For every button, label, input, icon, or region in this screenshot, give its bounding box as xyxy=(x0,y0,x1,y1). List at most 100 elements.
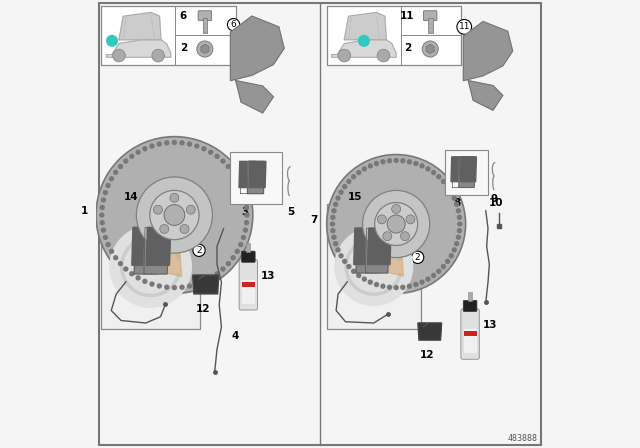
Polygon shape xyxy=(106,40,171,57)
Polygon shape xyxy=(119,13,161,40)
Polygon shape xyxy=(248,161,264,194)
Circle shape xyxy=(406,215,415,224)
Circle shape xyxy=(351,174,356,179)
Circle shape xyxy=(452,247,457,253)
Circle shape xyxy=(113,255,118,260)
Circle shape xyxy=(457,228,462,233)
Text: 14: 14 xyxy=(124,192,138,202)
Circle shape xyxy=(362,166,367,172)
Circle shape xyxy=(342,258,348,264)
Bar xyxy=(326,204,421,329)
Circle shape xyxy=(109,176,114,181)
Circle shape xyxy=(220,266,226,271)
Circle shape xyxy=(457,221,463,227)
Circle shape xyxy=(180,224,189,233)
Circle shape xyxy=(441,179,446,184)
Circle shape xyxy=(346,264,351,269)
Circle shape xyxy=(187,142,192,147)
Circle shape xyxy=(235,176,240,181)
FancyBboxPatch shape xyxy=(198,11,212,21)
Circle shape xyxy=(400,158,406,164)
Circle shape xyxy=(401,232,410,241)
Circle shape xyxy=(335,195,340,201)
Circle shape xyxy=(346,179,351,184)
Circle shape xyxy=(226,164,231,169)
Bar xyxy=(468,293,472,302)
Circle shape xyxy=(449,190,454,195)
Circle shape xyxy=(356,170,362,175)
Circle shape xyxy=(201,146,207,151)
Circle shape xyxy=(358,35,370,47)
Circle shape xyxy=(123,266,129,271)
Text: 13: 13 xyxy=(483,320,497,330)
Circle shape xyxy=(449,253,454,258)
FancyBboxPatch shape xyxy=(463,301,477,311)
FancyBboxPatch shape xyxy=(424,11,437,21)
Circle shape xyxy=(436,269,442,274)
Text: 15: 15 xyxy=(348,192,362,202)
Circle shape xyxy=(100,228,106,233)
Circle shape xyxy=(142,279,148,284)
Circle shape xyxy=(136,150,141,155)
Polygon shape xyxy=(230,16,284,81)
Circle shape xyxy=(445,184,451,190)
Circle shape xyxy=(172,285,177,290)
FancyBboxPatch shape xyxy=(241,251,255,262)
Circle shape xyxy=(208,150,213,155)
Bar xyxy=(463,331,477,336)
Circle shape xyxy=(99,212,104,218)
Circle shape xyxy=(426,166,431,172)
Text: 8: 8 xyxy=(454,198,461,208)
Circle shape xyxy=(452,195,457,201)
Bar xyxy=(101,204,200,329)
Text: 9: 9 xyxy=(490,194,497,204)
Circle shape xyxy=(413,161,419,166)
Circle shape xyxy=(152,49,164,62)
Circle shape xyxy=(351,269,356,274)
Text: 5: 5 xyxy=(287,207,294,217)
Circle shape xyxy=(362,276,367,282)
Circle shape xyxy=(374,202,418,246)
Circle shape xyxy=(387,215,405,233)
Circle shape xyxy=(214,271,220,276)
Circle shape xyxy=(244,212,250,218)
Circle shape xyxy=(179,284,185,290)
Circle shape xyxy=(374,161,379,166)
Circle shape xyxy=(392,204,401,213)
Text: 483888: 483888 xyxy=(508,434,538,443)
Circle shape xyxy=(208,275,213,280)
Circle shape xyxy=(441,264,446,269)
Circle shape xyxy=(100,205,105,210)
Bar xyxy=(428,18,433,33)
Circle shape xyxy=(380,284,386,289)
Text: 12: 12 xyxy=(196,304,211,314)
Circle shape xyxy=(197,41,213,57)
Polygon shape xyxy=(332,40,396,57)
Circle shape xyxy=(454,241,460,246)
Circle shape xyxy=(129,271,134,276)
Polygon shape xyxy=(426,44,434,53)
Circle shape xyxy=(356,273,362,278)
Circle shape xyxy=(332,208,337,213)
Text: 6: 6 xyxy=(230,20,236,29)
Circle shape xyxy=(150,190,199,240)
Bar xyxy=(202,18,207,33)
Circle shape xyxy=(330,221,335,227)
Circle shape xyxy=(238,183,243,188)
Circle shape xyxy=(394,285,399,290)
Text: 2: 2 xyxy=(404,43,411,53)
Polygon shape xyxy=(460,157,476,181)
Circle shape xyxy=(179,140,185,146)
Circle shape xyxy=(334,227,413,306)
Circle shape xyxy=(243,197,248,202)
Polygon shape xyxy=(354,228,377,264)
Circle shape xyxy=(406,284,412,289)
Text: 4: 4 xyxy=(231,331,239,341)
Polygon shape xyxy=(356,228,380,273)
Polygon shape xyxy=(344,13,387,40)
Circle shape xyxy=(406,159,412,164)
Bar xyxy=(101,6,236,65)
Circle shape xyxy=(149,281,155,287)
Circle shape xyxy=(335,247,340,253)
Circle shape xyxy=(333,241,339,246)
